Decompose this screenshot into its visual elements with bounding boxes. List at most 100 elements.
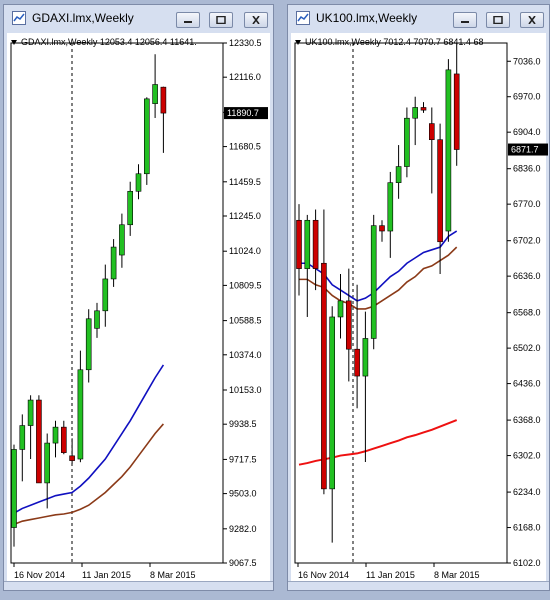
candle-body <box>362 338 369 377</box>
price-axis-label: 6904.0 <box>513 127 541 137</box>
bullish-candle <box>362 311 369 463</box>
bearish-candle <box>60 420 67 455</box>
candle-body <box>404 117 410 167</box>
bullish-candle <box>144 97 150 185</box>
chart-area[interactable]: 12330.512116.011895.511680.511459.511245… <box>7 33 270 587</box>
candle-body <box>52 426 59 444</box>
candle-body <box>296 219 302 269</box>
date-axis-label: 11 Jan 2015 <box>82 570 131 580</box>
bullish-candle <box>329 306 336 543</box>
bullish-candle <box>94 302 100 338</box>
bearish-candle <box>312 209 319 291</box>
bullish-candle <box>52 420 59 458</box>
chart-header: GDAXI.lmx,Weekly 12053.4 12056.4 11641. <box>11 37 197 47</box>
date-axis-label: 11 Jan 2015 <box>366 570 415 580</box>
close-button[interactable] <box>520 12 544 28</box>
chart-header-text: UK100.lmx,Weekly 7012.4 7070.7 6841.4 68 <box>305 37 484 47</box>
maximize-icon <box>493 16 503 24</box>
bullish-candle <box>85 309 92 383</box>
bullish-candle <box>412 96 418 146</box>
date-axis-label: 8 Mar 2015 <box>434 570 480 580</box>
price-axis-label: 6702.0 <box>513 236 541 246</box>
price-axis-label: 6302.0 <box>513 451 541 461</box>
candlestick-chart[interactable]: 12330.512116.011895.511680.511459.511245… <box>7 33 272 589</box>
price-axis-label: 10374.0 <box>229 350 262 360</box>
maximize-icon <box>216 16 226 24</box>
moving-average-line <box>13 364 165 514</box>
candlestick-chart[interactable]: 7036.0 6970.0 6904.0 6836.0 6770.0 6702.0 6636… <box>291 33 550 589</box>
bullish-candle <box>19 414 26 482</box>
minimize-icon <box>461 21 469 23</box>
candle-body <box>453 73 460 150</box>
chart-header-text: GDAXI.lmx,Weekly 12053.4 12056.4 11641. <box>21 37 197 47</box>
price-axis-label: 7036.0 <box>513 56 541 66</box>
plot-frame <box>294 42 508 564</box>
window-title: UK100.lmx,Weekly <box>316 11 418 25</box>
candle-body <box>321 262 327 490</box>
candle-body <box>19 425 26 450</box>
maximize-button[interactable] <box>486 12 510 28</box>
candle-body <box>337 300 344 318</box>
window-bottom-bar <box>288 581 549 590</box>
moving-average-line <box>13 423 165 526</box>
dropdown-arrow-icon <box>11 40 17 46</box>
price-axis-label: 6102.0 <box>513 558 541 568</box>
minimize-button[interactable] <box>176 12 200 28</box>
price-axis-label: 9067.5 <box>229 558 257 568</box>
minimize-button[interactable] <box>453 12 477 28</box>
bullish-candle <box>304 214 311 317</box>
bearish-candle <box>429 107 435 194</box>
candle-body <box>77 369 84 460</box>
candle-body <box>312 219 319 269</box>
bullish-candle <box>135 164 142 200</box>
candle-body <box>119 224 125 256</box>
price-axis-label: 6502.0 <box>513 343 541 353</box>
close-icon <box>252 16 260 24</box>
bearish-candle <box>36 395 42 484</box>
price-axis-label: 6436.0 <box>513 379 541 389</box>
price-axis-label: 12330.5 <box>229 38 262 48</box>
bullish-candle <box>387 171 394 258</box>
bullish-candle <box>11 444 17 547</box>
date-axis-label: 16 Nov 2014 <box>14 570 65 580</box>
bullish-candle <box>127 181 133 236</box>
maximize-button[interactable] <box>209 12 233 28</box>
bullish-candle <box>404 107 410 178</box>
bearish-candle <box>420 102 427 113</box>
window-titlebar[interactable]: GDAXI.lmx,Weekly <box>4 5 273 33</box>
candle-body <box>329 316 336 490</box>
price-axis-label: 10153.0 <box>229 385 262 395</box>
chart-window-uk100[interactable]: UK100.lmx,Weekly 7036.0 6970.0 6904.0 6836.… <box>287 4 550 591</box>
window-titlebar[interactable]: UK100.lmx,Weekly <box>288 5 549 33</box>
window-title: GDAXI.lmx,Weekly <box>32 11 134 25</box>
candle-body <box>11 449 17 528</box>
candle-body <box>36 399 42 484</box>
bullish-candle <box>27 395 34 460</box>
candle-body <box>160 86 167 114</box>
chart-window-icon <box>296 11 310 25</box>
price-axis-label: 11680.5 <box>229 142 261 152</box>
bullish-candle <box>445 59 452 242</box>
current-price-box <box>224 107 268 120</box>
current-price-box <box>508 143 550 156</box>
bullish-candle <box>337 273 344 339</box>
candle-body <box>102 278 109 312</box>
candle-body <box>354 348 360 377</box>
minimize-icon <box>184 21 192 23</box>
candle-body <box>144 98 150 175</box>
bearish-candle <box>69 438 75 464</box>
price-axis-label: 11024.0 <box>229 246 261 256</box>
close-button[interactable] <box>244 12 268 28</box>
bullish-candle <box>370 214 377 350</box>
candle-body <box>395 166 402 183</box>
price-axis-label: 10588.5 <box>229 316 262 326</box>
price-axis-label: 10809.5 <box>229 280 262 290</box>
chart-window-gdaxi[interactable]: GDAXI.lmx,Weekly 12330.512116.011895.511… <box>3 4 274 591</box>
price-axis-label: 6770.0 <box>513 199 541 209</box>
price-axis-label: 6568.0 <box>513 308 541 318</box>
close-icon <box>528 16 536 24</box>
date-axis-label: 8 Mar 2015 <box>150 570 196 580</box>
candle-body <box>420 107 427 111</box>
chart-area[interactable]: 7036.0 6970.0 6904.0 6836.0 6770.0 6702.0 6636… <box>291 33 550 589</box>
price-axis-label: 12116.0 <box>229 72 261 82</box>
